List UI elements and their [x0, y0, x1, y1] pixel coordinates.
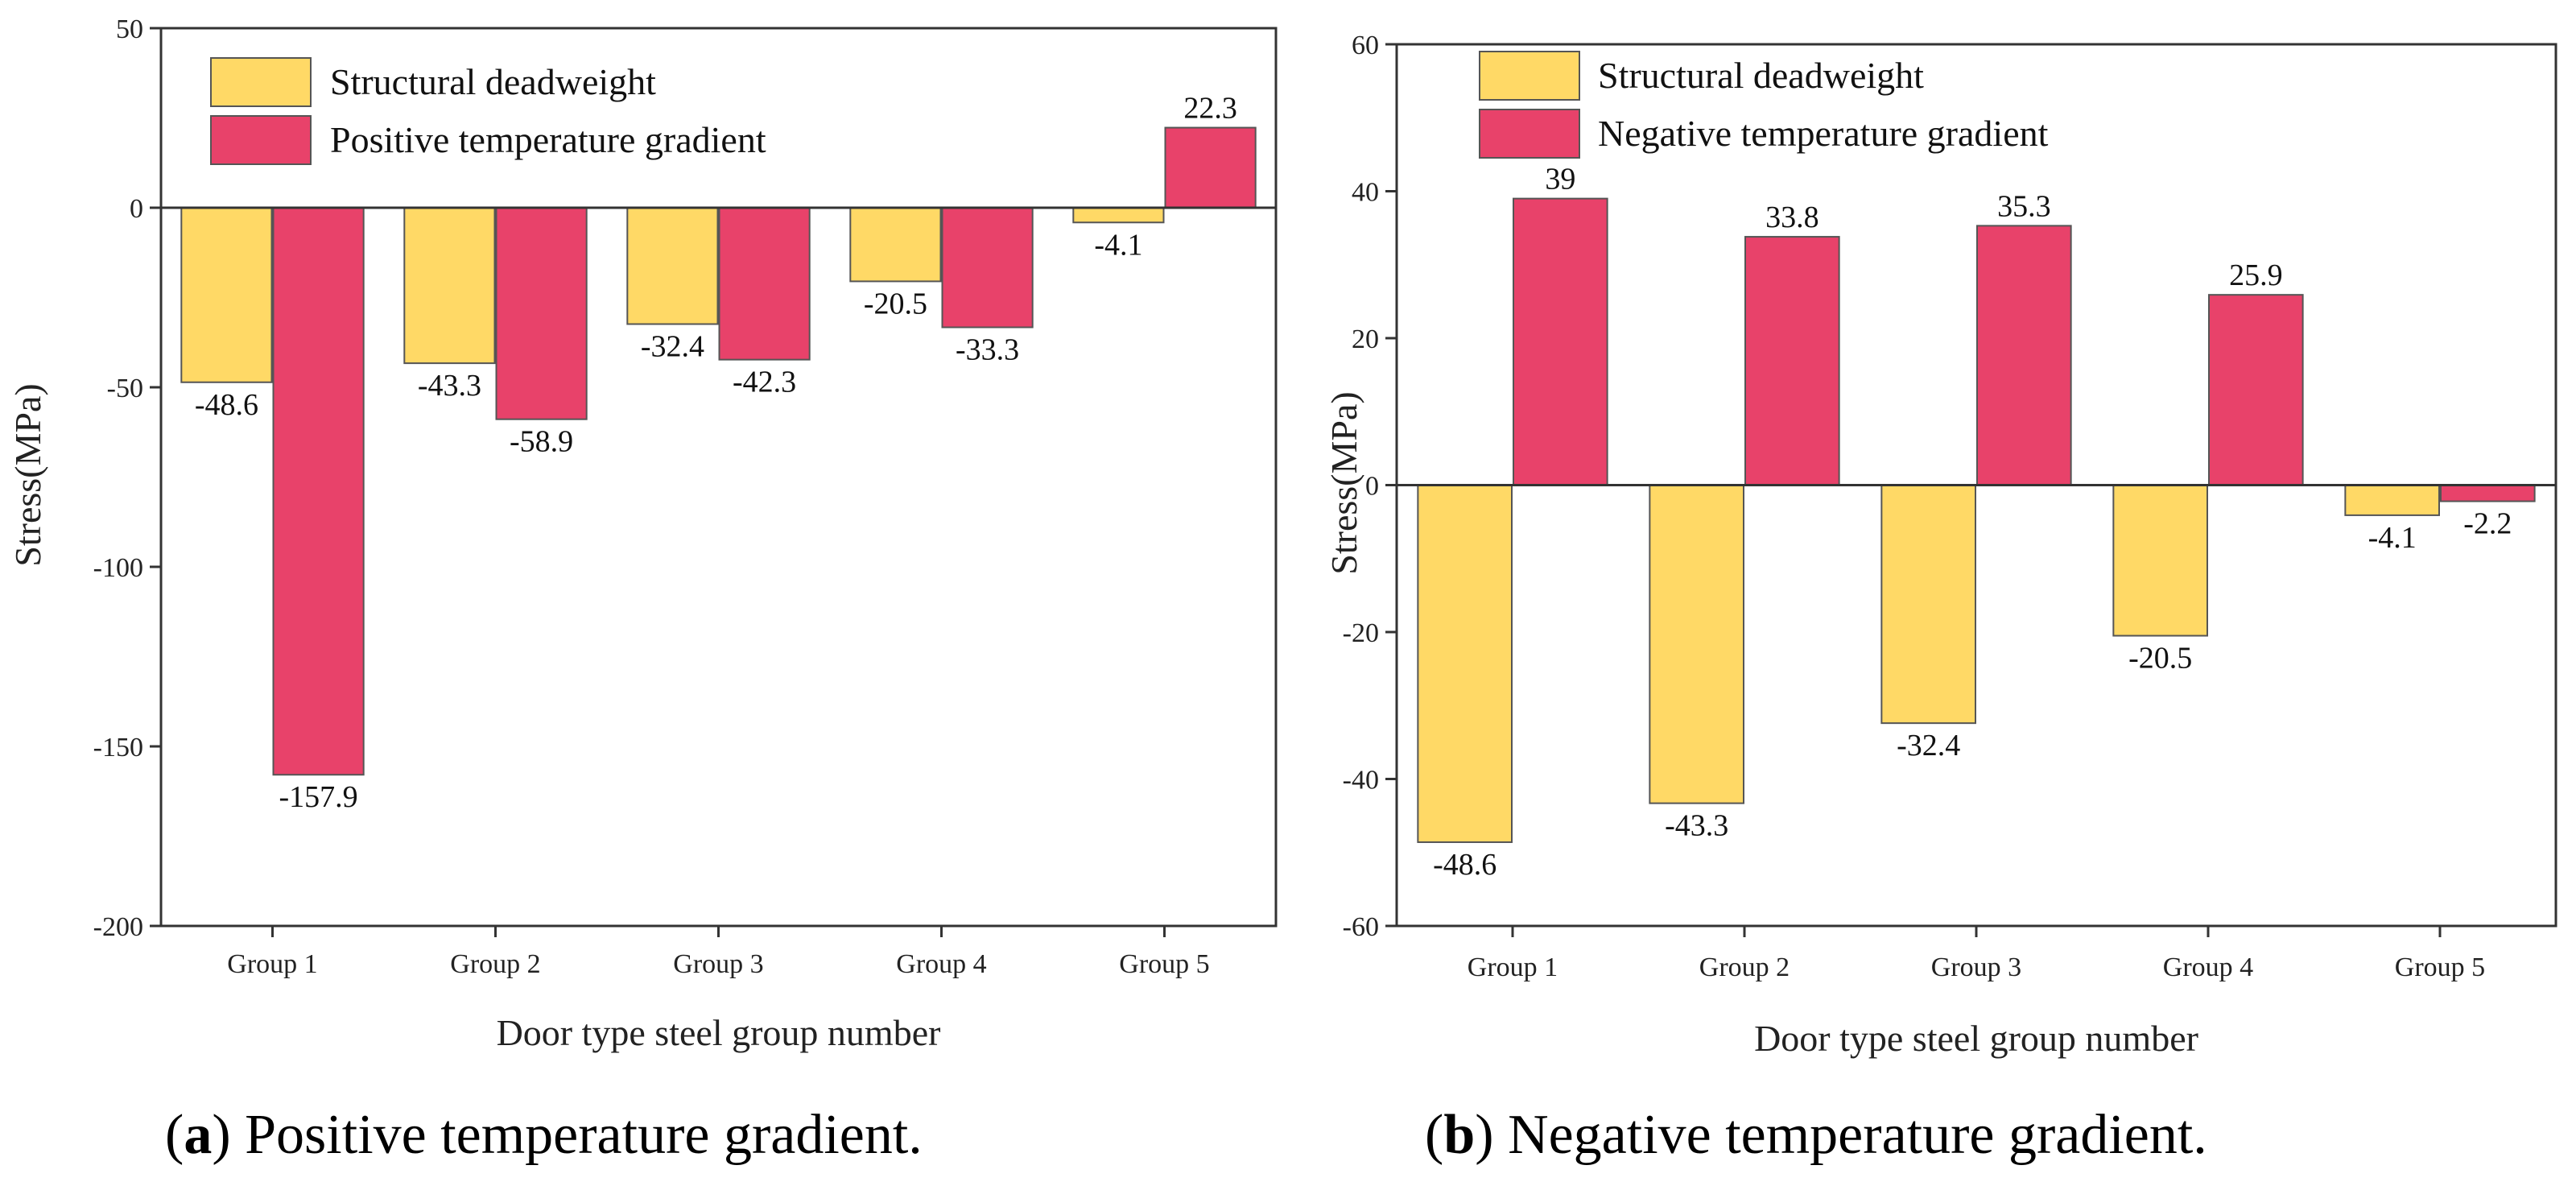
- y-tick-label: -200: [93, 912, 143, 942]
- data-label: -20.5: [864, 287, 927, 320]
- bar-gradient: [272, 207, 365, 776]
- y-tick-label: -50: [107, 374, 143, 403]
- x-tick-label: Group 2: [450, 949, 540, 979]
- bar-gradient: [1164, 126, 1257, 209]
- bar-deadweight: [1649, 484, 1745, 804]
- legend-label: Positive temperature gradient: [330, 119, 766, 160]
- x-tick-label: Group 3: [673, 949, 763, 979]
- caption-a: (a) Positive temperature gradient.: [165, 1104, 923, 1166]
- caption-a-letter: a: [184, 1104, 213, 1166]
- data-label: -2.2: [2463, 507, 2512, 541]
- y-tick-label: -40: [1343, 766, 1379, 795]
- legend-swatch: [1479, 51, 1580, 101]
- data-label: 35.3: [1997, 189, 2051, 223]
- data-label: -48.6: [1433, 848, 1496, 882]
- legend-label: Negative temperature gradient: [1598, 113, 2049, 154]
- y-tick-label: 50: [116, 14, 143, 44]
- x-axis-title: Door type steel group number: [1754, 1018, 2198, 1059]
- bar-deadweight: [1072, 207, 1165, 224]
- x-tick-label: Group 5: [2395, 953, 2485, 982]
- bar-gradient: [2208, 294, 2304, 486]
- legend-label: Structural deadweight: [1598, 55, 1924, 96]
- data-label: -42.3: [733, 366, 796, 399]
- data-label: -32.4: [641, 330, 704, 364]
- y-axis-title: Stress(MPa): [7, 383, 48, 566]
- bar-deadweight: [2344, 484, 2441, 516]
- x-tick-label: Group 5: [1119, 949, 1209, 979]
- x-tick-label: Group 1: [1468, 953, 1558, 982]
- data-label: 39: [1545, 163, 1575, 196]
- caption-b-letter: b: [1443, 1104, 1476, 1166]
- caption-b: (b) Negative temperature gradient.: [1425, 1104, 2207, 1166]
- y-tick-label: 0: [1365, 472, 1379, 502]
- y-tick-label: -20: [1343, 618, 1379, 648]
- data-label: 33.8: [1765, 200, 1819, 234]
- bar-gradient: [1513, 197, 1608, 486]
- y-tick-label: -100: [93, 553, 143, 583]
- data-label: 22.3: [1183, 92, 1237, 126]
- data-label: -4.1: [2368, 521, 2417, 555]
- x-tick-label: Group 3: [1931, 953, 2021, 982]
- data-label: -157.9: [279, 780, 358, 814]
- data-label: -4.1: [1094, 228, 1142, 262]
- legend-swatch: [210, 57, 312, 107]
- x-tick-label: Group 4: [896, 949, 986, 979]
- y-axis-title: Stress(MPa): [1323, 391, 1364, 574]
- bar-deadweight: [626, 207, 719, 325]
- bar-gradient: [718, 207, 811, 361]
- data-label: -43.3: [418, 369, 481, 403]
- bar-deadweight: [849, 207, 942, 283]
- bar-deadweight: [2112, 484, 2209, 637]
- data-label: -20.5: [2128, 642, 2192, 676]
- x-axis-title: Door type steel group number: [497, 1012, 941, 1053]
- y-tick-label: -60: [1343, 912, 1379, 942]
- caption-a-text: Positive temperature gradient.: [245, 1104, 923, 1166]
- y-tick-label: -150: [93, 733, 143, 762]
- bar-gradient: [1744, 236, 1840, 486]
- x-tick-label: Group 1: [227, 949, 317, 979]
- bar-gradient: [1976, 225, 2072, 486]
- legend-swatch: [210, 115, 312, 165]
- bar-deadweight: [180, 207, 273, 383]
- bar-deadweight: [403, 207, 496, 365]
- y-tick-label: 40: [1352, 178, 1379, 208]
- data-label: -32.4: [1897, 729, 1960, 762]
- data-label: -43.3: [1665, 809, 1728, 843]
- bar-deadweight: [1880, 484, 1977, 725]
- legend-swatch: [1479, 109, 1580, 159]
- data-label: -58.9: [510, 425, 573, 459]
- y-tick-label: 20: [1352, 324, 1379, 354]
- bar-deadweight: [1417, 484, 1513, 843]
- chart-panel-a: 50 0 -50 -100 -150 -200 -48.6 -43.3 -32.4 -20.5 -4…: [7, 14, 1278, 1053]
- y-tick-label: 0: [130, 194, 143, 224]
- bar-gradient: [941, 207, 1034, 329]
- caption-b-text: Negative temperature gradient.: [1508, 1104, 2207, 1166]
- x-tick-label: Group 2: [1699, 953, 1790, 982]
- bar-gradient: [495, 207, 588, 420]
- y-tick-label: 60: [1352, 31, 1379, 60]
- data-label: 25.9: [2229, 258, 2283, 292]
- data-label: -48.6: [195, 388, 258, 422]
- bar-gradient: [2440, 484, 2536, 502]
- chart-panel-b: 60 40 20 0 -20 -40 -60 -48.6 -43.3 -32.4 -20.5 -4.1…: [1323, 31, 2557, 1059]
- data-label: -33.3: [956, 333, 1019, 367]
- x-tick-label: Group 4: [2163, 953, 2253, 982]
- legend-label: Structural deadweight: [330, 61, 656, 102]
